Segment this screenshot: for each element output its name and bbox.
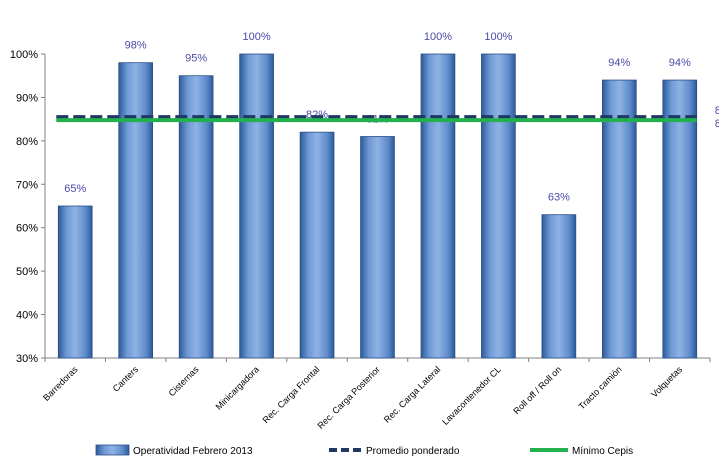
y-tick-label: 70%: [16, 179, 38, 191]
bar-data-label: 94%: [669, 57, 691, 69]
bar-data-label: 94%: [608, 57, 630, 69]
bar: [239, 53, 274, 359]
y-tick-label: 30%: [16, 353, 38, 365]
x-category-label: Barredoras: [41, 364, 80, 403]
bar: [360, 136, 395, 359]
bar-data-label: 100%: [243, 31, 271, 43]
x-category-label: Rec. Carga Frontal: [261, 364, 322, 425]
x-category-label: Minicargadora: [214, 364, 261, 411]
x-category-label: Rec. Carga Posterior: [315, 364, 382, 431]
y-tick-label: 90%: [16, 92, 38, 104]
legend-label: Mínimo Cepis: [572, 446, 633, 457]
legend-swatch-bar: [95, 444, 130, 456]
x-category-label: Roll off / Roll on: [511, 364, 563, 416]
bar: [178, 75, 214, 359]
y-tick-label: 60%: [16, 223, 38, 235]
y-tick-label: 100%: [10, 49, 38, 61]
x-category-label: Cisternas: [167, 364, 201, 398]
bar-data-label: 98%: [125, 40, 147, 52]
x-category-label: Tracto camión: [577, 364, 624, 411]
y-tick-label: 80%: [16, 136, 38, 148]
y-tick-label: 50%: [16, 266, 38, 278]
bar: [541, 214, 577, 359]
x-category-label: Canters: [111, 364, 141, 394]
plot-area: 30% 40% 50% 60% 70% 80% 90% 100% 65% Barredoras 98…: [10, 31, 719, 431]
bar: [601, 79, 637, 359]
bar-data-label: 100%: [484, 31, 512, 43]
bar: [299, 131, 335, 359]
bar-data-label: 95%: [185, 53, 207, 65]
x-category-label: Lavacontenedor CL: [440, 364, 503, 427]
bar: [481, 53, 516, 359]
x-category-label: Volquetas: [649, 364, 684, 399]
minimo-data-label: 85%: [715, 118, 719, 130]
x-category-label: Rec. Carga Lateral: [382, 364, 442, 424]
promedio-data-label: 85%: [715, 105, 719, 117]
bar-data-label: 100%: [424, 31, 452, 43]
bar-data-label: 63%: [548, 192, 570, 204]
legend-label: Promedio ponderado: [366, 446, 460, 457]
bar: [662, 79, 698, 359]
bar: [420, 53, 456, 359]
legend-label: Operatividad Febrero 2013: [133, 446, 253, 457]
bar: [57, 205, 93, 359]
bar: [118, 62, 154, 359]
y-tick-label: 40%: [16, 310, 38, 322]
bar-data-label: 65%: [64, 183, 86, 195]
chart-legend: Operatividad Febrero 2013 Promedio ponder…: [95, 444, 633, 457]
